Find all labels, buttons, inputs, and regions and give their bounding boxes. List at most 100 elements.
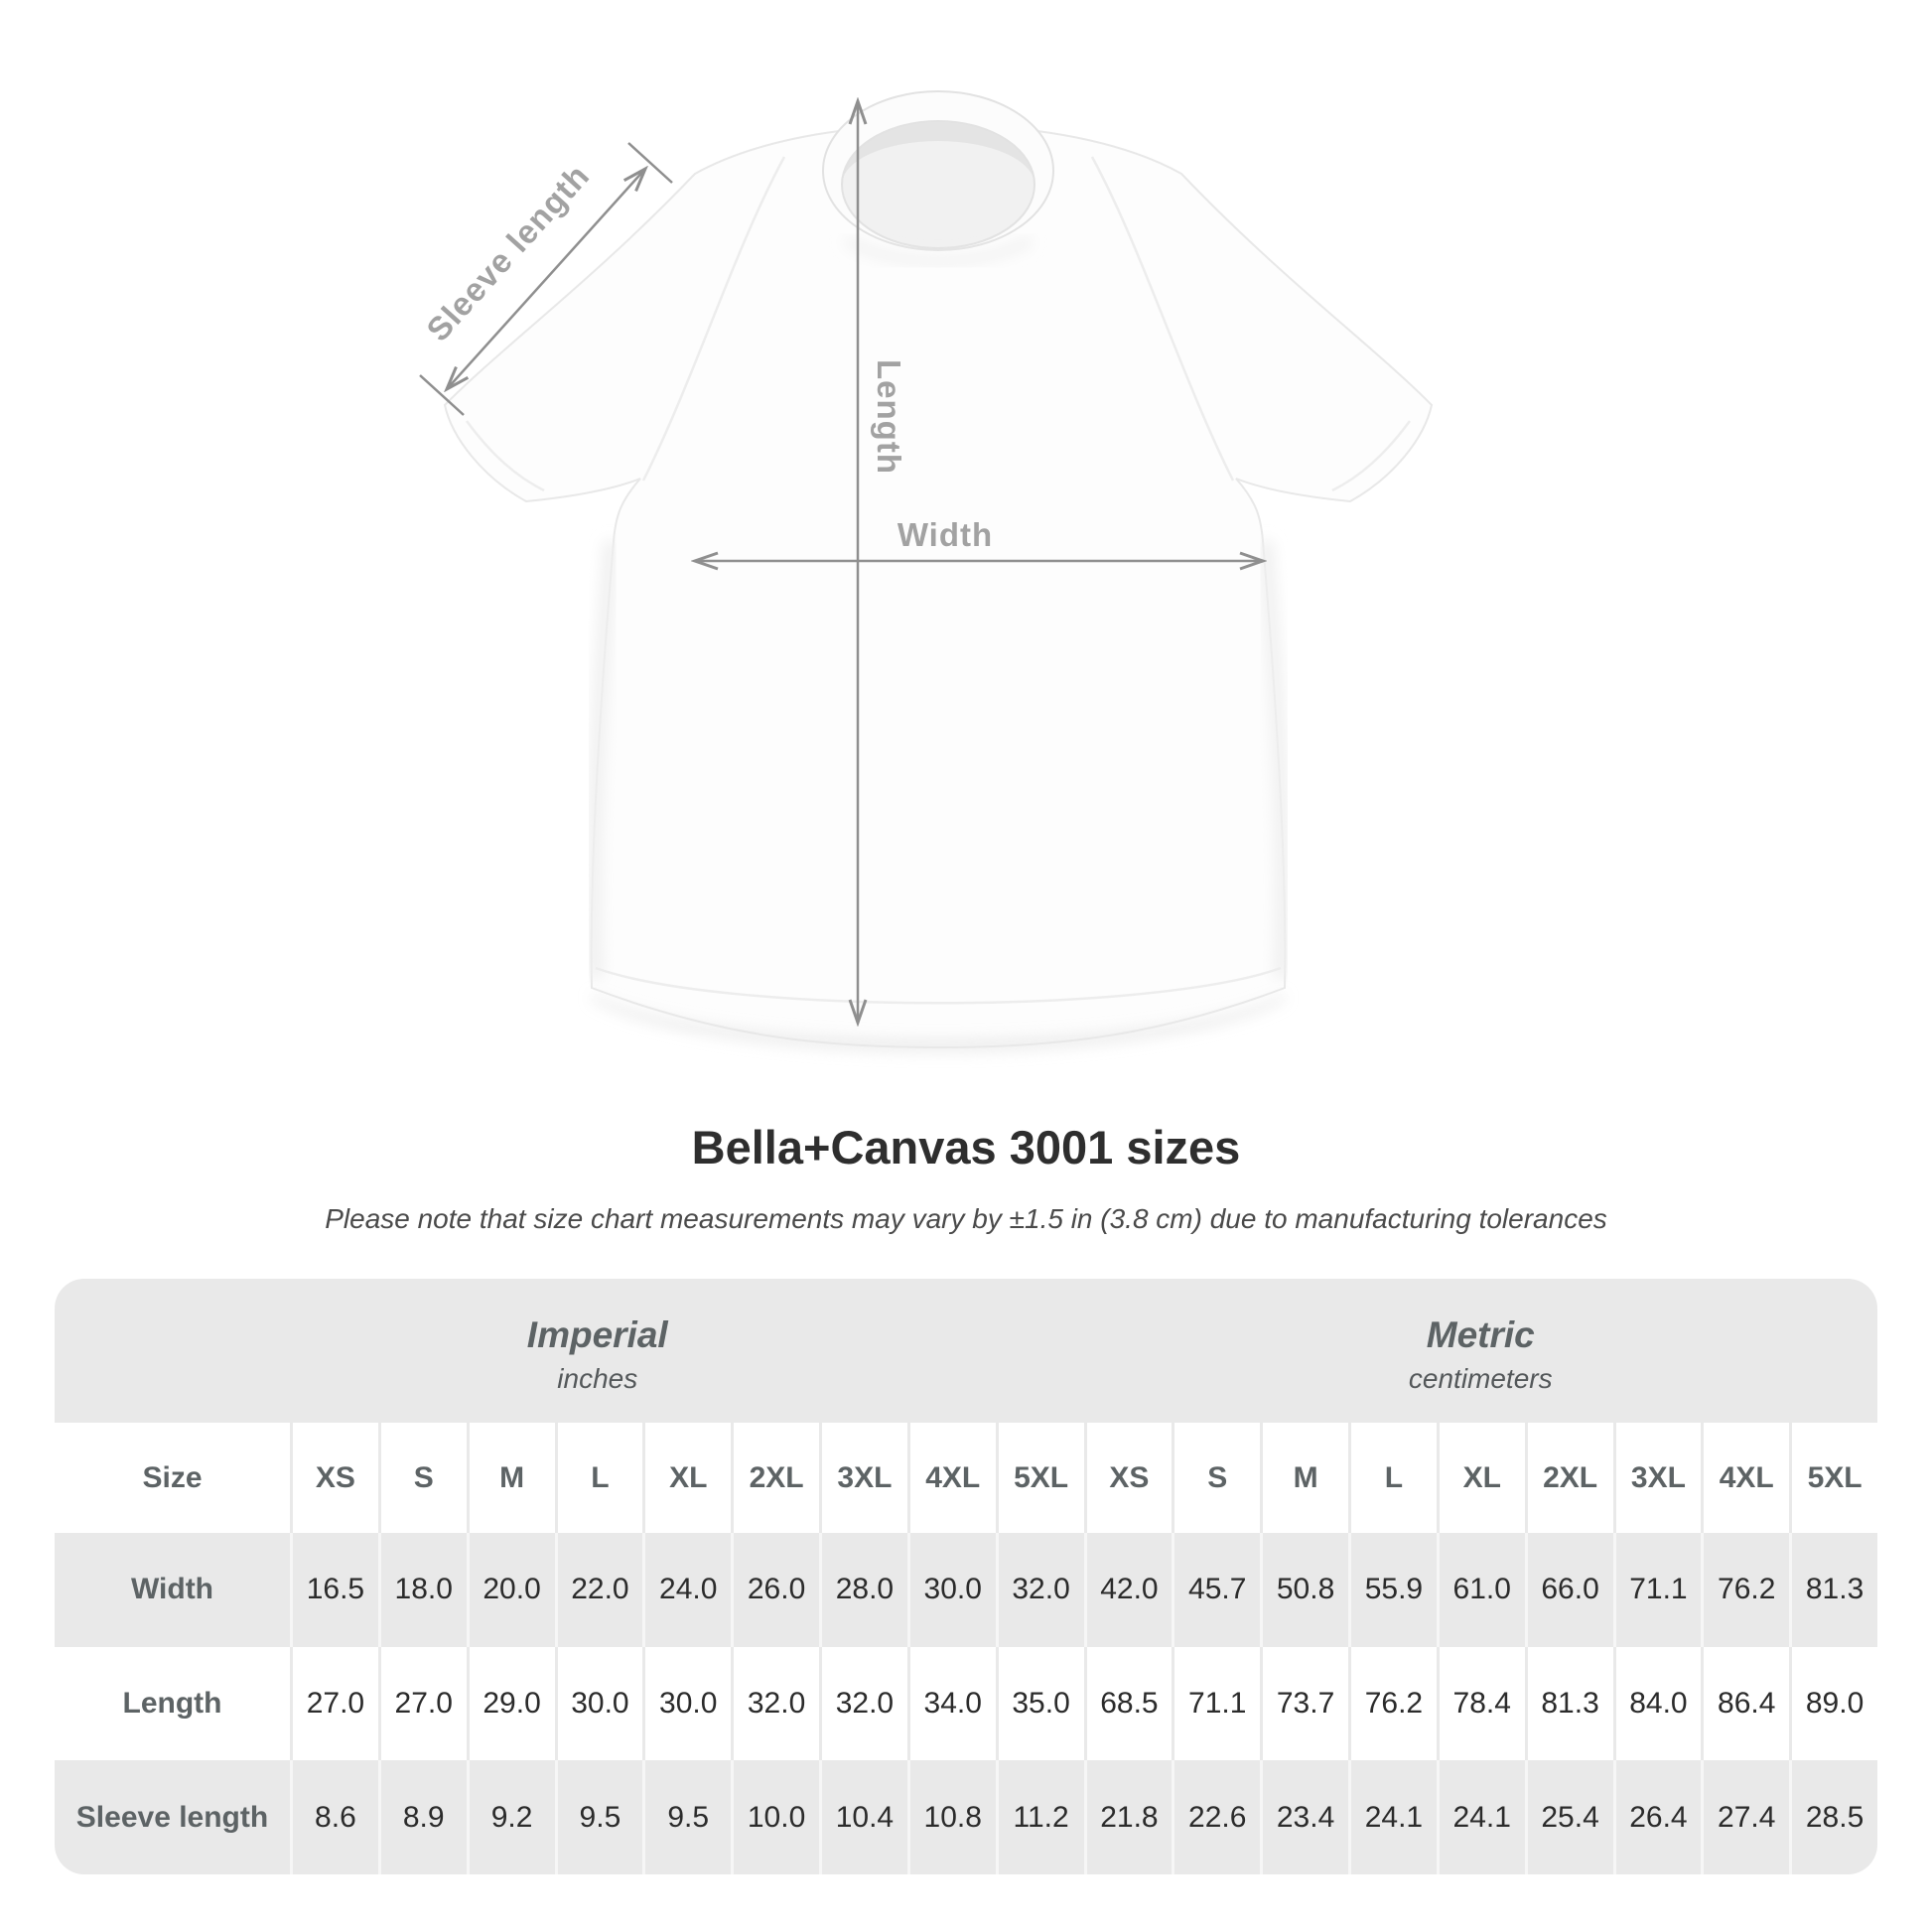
- left-side-shading: [587, 540, 618, 979]
- metric-value-cell: 28.5: [1789, 1760, 1877, 1874]
- metric-value-cell: 61.0: [1436, 1533, 1525, 1647]
- imperial-size-col-header: 4XL: [906, 1423, 996, 1533]
- metric-value-cell: 55.9: [1348, 1533, 1437, 1647]
- metric-header: Metric centimeters: [1084, 1279, 1878, 1423]
- tshirt-diagram: Sleeve length Length Width: [419, 89, 1434, 1053]
- metric-value-cell: 21.8: [1083, 1760, 1173, 1874]
- imperial-value-cell: 20.0: [466, 1533, 555, 1647]
- imperial-value-cell: 34.0: [906, 1646, 996, 1761]
- metric-value-cell: 23.4: [1260, 1760, 1348, 1874]
- imperial-value-cell: 10.4: [819, 1760, 907, 1874]
- table-row: Sleeve length 8.6 8.9 9.2 9.5 9.5 10.0 10.4 10.8…: [55, 1760, 1877, 1874]
- imperial-header-unit: inches: [557, 1362, 638, 1394]
- imperial-value-cell: 32.0: [995, 1533, 1084, 1647]
- size-table: Imperial inches Metric centimeters Size X…: [55, 1279, 1877, 1874]
- hem-shadow: [592, 993, 1285, 1053]
- size-header-row: Size XS S M L XL 2XL 3XL 4XL 5XL XS S M L XL 2XL 3XL 4XL 5…: [55, 1423, 1877, 1533]
- imperial-size-col-header: 2XL: [731, 1423, 819, 1533]
- imperial-value-cell: 30.0: [906, 1533, 996, 1647]
- imperial-size-col-header: 3XL: [819, 1423, 907, 1533]
- metric-value-cell: 76.2: [1701, 1533, 1789, 1647]
- imperial-size-col-header: M: [466, 1423, 555, 1533]
- metric-header-unit: centimeters: [1408, 1362, 1553, 1394]
- imperial-value-cell: 8.9: [377, 1760, 467, 1874]
- left-sleeve-seam: [641, 156, 786, 482]
- metric-size-col-header: S: [1172, 1423, 1260, 1533]
- page-subtitle: Please note that size chart measurements…: [325, 1203, 1607, 1234]
- imperial-value-cell: 10.8: [906, 1760, 996, 1874]
- imperial-value-cell: 22.0: [554, 1533, 643, 1647]
- metric-value-cell: 22.6: [1172, 1760, 1260, 1874]
- measurement-arrows: [419, 101, 1263, 1023]
- width-label: Width: [897, 516, 993, 553]
- neck-back-shadow: [842, 121, 1035, 185]
- size-row-label: Size: [142, 1460, 203, 1494]
- metric-value-cell: 68.5: [1083, 1646, 1173, 1761]
- imperial-value-cell: 9.5: [554, 1760, 643, 1874]
- right-sleeve-seam: [1090, 156, 1235, 482]
- metric-value-cell: 71.1: [1612, 1533, 1702, 1647]
- measurement-row-label: Sleeve length: [75, 1800, 269, 1834]
- metric-value-cell: 50.8: [1260, 1533, 1348, 1647]
- imperial-value-cell: 8.6: [290, 1760, 378, 1874]
- metric-size-col-header: M: [1260, 1423, 1348, 1533]
- imperial-value-cell: 30.0: [554, 1646, 643, 1761]
- imperial-value-cell: 18.0: [377, 1533, 467, 1647]
- metric-value-cell: 24.1: [1436, 1760, 1525, 1874]
- metric-value-cell: 27.4: [1701, 1760, 1789, 1874]
- imperial-value-cell: 27.0: [377, 1646, 467, 1761]
- left-cuff-stitch: [465, 420, 545, 492]
- imperial-value-cell: 11.2: [995, 1760, 1084, 1874]
- measurement-row-label: Length: [122, 1687, 222, 1720]
- metric-size-col-header: 2XL: [1524, 1423, 1613, 1533]
- imperial-value-cell: 10.0: [731, 1760, 819, 1874]
- imperial-value-cell: 30.0: [642, 1646, 731, 1761]
- metric-value-cell: 42.0: [1083, 1533, 1173, 1647]
- metric-value-cell: 76.2: [1348, 1646, 1437, 1761]
- metric-value-cell: 81.3: [1789, 1533, 1877, 1647]
- imperial-value-cell: 29.0: [466, 1646, 555, 1761]
- metric-value-cell: 25.4: [1524, 1760, 1613, 1874]
- metric-value-cell: 84.0: [1612, 1646, 1702, 1761]
- table-row: Width 16.5 18.0 20.0 22.0 24.0 26.0 28.0 30.0 32.…: [55, 1533, 1877, 1647]
- metric-value-cell: 71.1: [1172, 1646, 1260, 1761]
- imperial-header-name: Imperial: [526, 1313, 668, 1355]
- metric-value-cell: 86.4: [1701, 1646, 1789, 1761]
- imperial-size-col-header: S: [377, 1423, 467, 1533]
- imperial-value-cell: 28.0: [819, 1533, 907, 1647]
- tshirt-illustration: [443, 89, 1434, 1053]
- imperial-value-cell: 27.0: [290, 1646, 378, 1761]
- sleeve-arrow-cap-lower: [419, 374, 465, 416]
- imperial-value-cell: 9.5: [642, 1760, 731, 1874]
- metric-header-name: Metric: [1426, 1313, 1535, 1355]
- imperial-value-cell: 32.0: [819, 1646, 907, 1761]
- metric-value-cell: 78.4: [1436, 1646, 1525, 1761]
- imperial-value-cell: 35.0: [995, 1646, 1084, 1761]
- imperial-size-col-header: XS: [290, 1423, 378, 1533]
- metric-value-cell: 45.7: [1172, 1533, 1260, 1647]
- metric-value-cell: 26.4: [1612, 1760, 1702, 1874]
- imperial-size-col-header: 5XL: [995, 1423, 1084, 1533]
- imperial-size-col-header: L: [554, 1423, 643, 1533]
- imperial-header: Imperial inches: [201, 1279, 995, 1423]
- unit-header-row: Imperial inches Metric centimeters: [55, 1279, 1877, 1423]
- right-side-shading: [1259, 540, 1290, 979]
- sleeve-length-arrow: [447, 169, 645, 389]
- metric-value-cell: 89.0: [1789, 1646, 1877, 1761]
- sleeve-arrow-cap-upper: [627, 142, 673, 184]
- imperial-size-col-header: XL: [642, 1423, 731, 1533]
- measurement-row-label: Width: [130, 1573, 214, 1606]
- right-cuff-stitch: [1331, 420, 1412, 492]
- page-title: Bella+Canvas 3001 sizes: [691, 1121, 1241, 1173]
- metric-size-col-header: L: [1348, 1423, 1437, 1533]
- metric-size-col-header: 4XL: [1701, 1423, 1789, 1533]
- imperial-value-cell: 24.0: [642, 1533, 731, 1647]
- imperial-value-cell: 16.5: [290, 1533, 378, 1647]
- metric-size-col-header: 3XL: [1612, 1423, 1702, 1533]
- metric-size-col-header: XS: [1083, 1423, 1173, 1533]
- metric-size-col-header: 5XL: [1789, 1423, 1877, 1533]
- metric-value-cell: 73.7: [1260, 1646, 1348, 1761]
- imperial-value-cell: 26.0: [731, 1533, 819, 1647]
- imperial-value-cell: 9.2: [466, 1760, 555, 1874]
